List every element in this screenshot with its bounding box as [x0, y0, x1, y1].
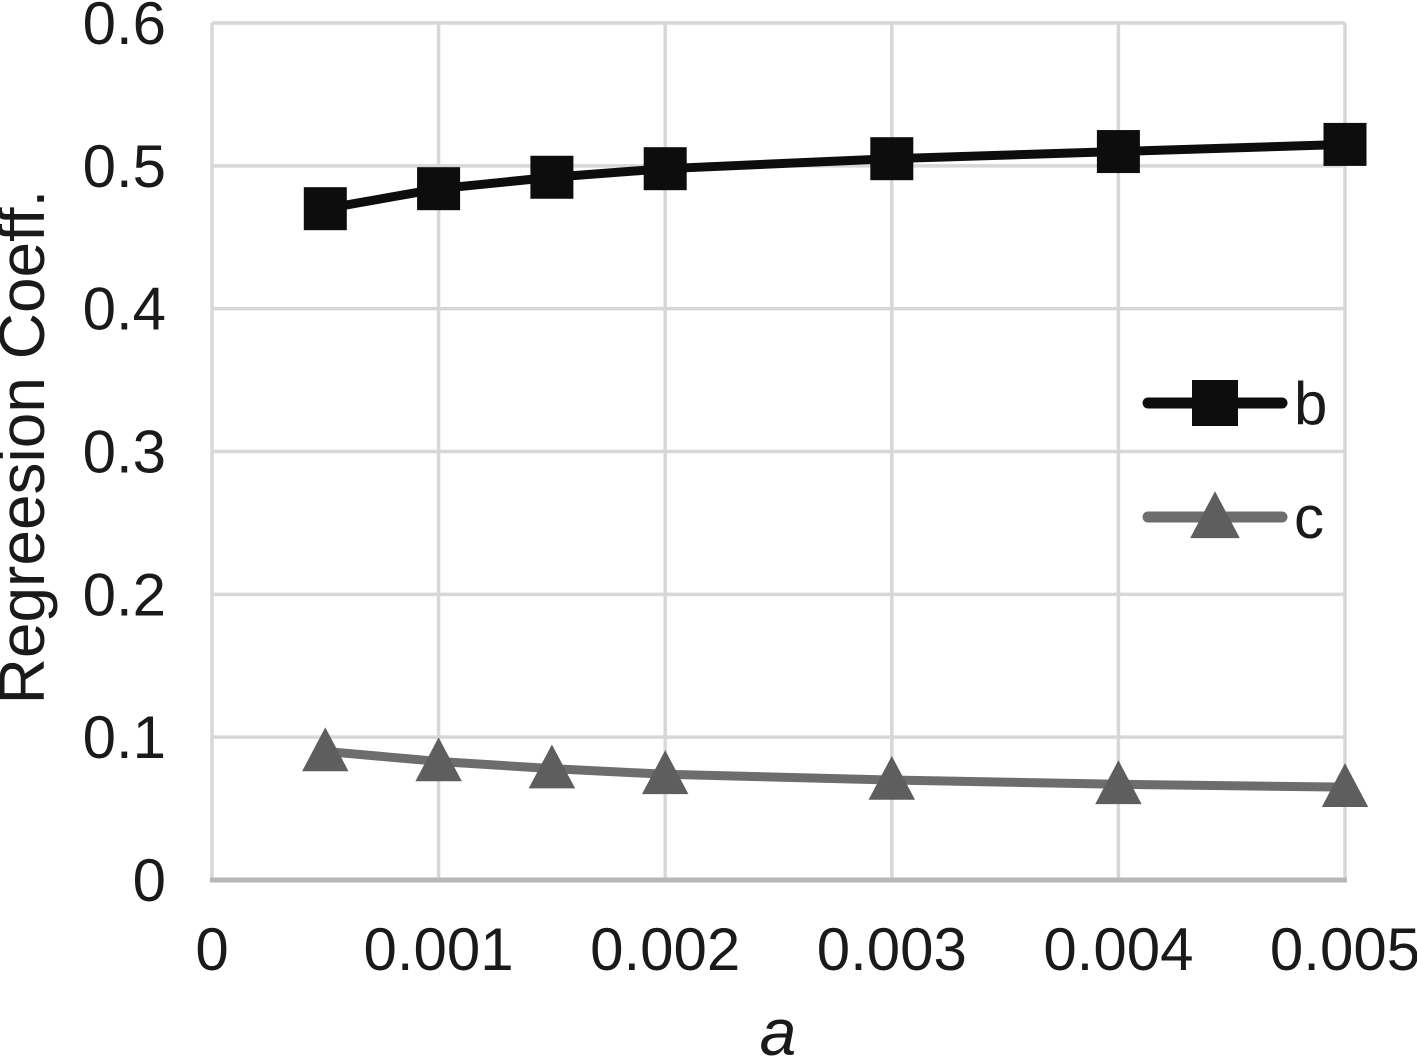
data-series — [302, 122, 1369, 807]
x-tick-label: 0 — [195, 916, 228, 983]
series-c-triangle-marker — [528, 744, 576, 789]
legend-entry-b: b — [1142, 370, 1327, 437]
x-axis-title: a — [760, 995, 797, 1063]
y-tick-label: 0.5 — [83, 133, 166, 200]
x-tick-label: 0.005 — [1270, 916, 1417, 983]
tick-labels: 0 0.001 0.002 0.003 0.004 0.005 0 0.1 0.2 0.3 0.4 0… — [83, 0, 1417, 983]
series-b-square-marker — [303, 187, 347, 231]
legend: bc — [1142, 370, 1327, 551]
series-c-triangle-marker — [1095, 760, 1142, 805]
series-c-triangle-marker — [641, 750, 689, 795]
y-axis-title: Regreesion Coeff. — [0, 190, 58, 705]
x-tick-label: 0.004 — [1043, 916, 1193, 983]
y-tick-label: 0.4 — [83, 276, 166, 343]
legend-b-square-marker — [1192, 380, 1238, 426]
series-b-square-marker — [530, 155, 574, 199]
series-c-triangle-marker — [415, 737, 462, 782]
y-tick-label: 0.3 — [83, 419, 166, 486]
x-tick-label: 0.003 — [817, 916, 967, 983]
x-tick-label: 0.001 — [364, 916, 514, 983]
y-tick-label: 0.1 — [83, 704, 166, 771]
series-c-triangle-marker — [868, 755, 916, 800]
series-b-square-marker — [1096, 130, 1140, 174]
series-b-square-marker — [1323, 122, 1367, 166]
y-tick-label: 0.6 — [83, 0, 166, 57]
series-c-line — [320, 746, 1350, 792]
legend-label-b: b — [1294, 370, 1327, 437]
series-c-triangle-marker — [302, 727, 349, 772]
series-c-triangle-marker — [1321, 763, 1369, 807]
legend-entry-c: c — [1142, 484, 1324, 551]
legend-c-triangle-marker — [1190, 491, 1240, 539]
y-tick-label: 0 — [133, 847, 166, 914]
series-b-square-marker — [417, 167, 461, 211]
x-tick-label: 0.002 — [590, 916, 740, 983]
series-b-square-marker — [870, 137, 914, 181]
series-b-square-marker — [643, 147, 687, 191]
legend-label-c: c — [1294, 484, 1324, 551]
series-b-line — [320, 139, 1350, 214]
y-tick-label: 0.2 — [83, 561, 166, 628]
